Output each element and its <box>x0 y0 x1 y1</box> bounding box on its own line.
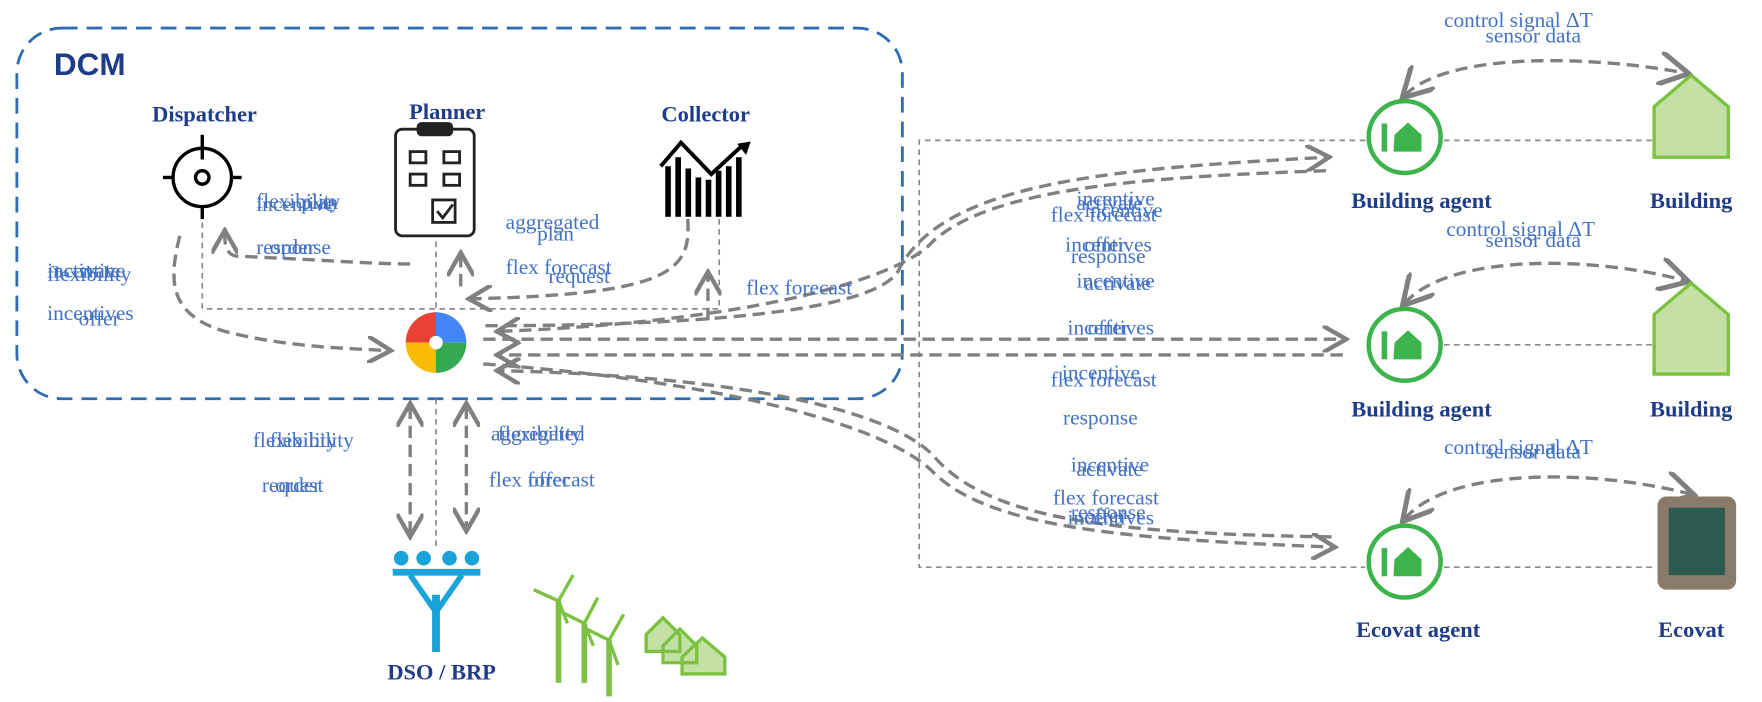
diagram: DCM Dispatcher Planner Collector DSO / B… <box>0 0 1762 702</box>
dispatcher-icon <box>163 135 242 219</box>
edge-label: response <box>1071 244 1146 268</box>
node-label: Collector <box>661 101 750 126</box>
node-label: Ecovat <box>1658 617 1725 642</box>
edge-label: offer <box>1084 503 1125 527</box>
node-label: Building <box>1650 188 1732 213</box>
edge-label: plan <box>301 190 338 214</box>
node-label: Planner <box>409 99 485 124</box>
collector-icon <box>661 142 751 217</box>
renewables-icon <box>534 575 725 696</box>
edge-label: flexibility <box>270 428 354 452</box>
edge-label: flex forecast <box>1051 367 1157 391</box>
group-title: DCM <box>54 47 126 82</box>
node-label: Dispatcher <box>152 101 257 126</box>
ecovat-icon <box>1657 496 1736 589</box>
edge-label: activate <box>1077 457 1143 481</box>
edge-label: sensor data <box>1486 24 1582 48</box>
edge-label: offer <box>528 467 569 491</box>
dso-icon <box>393 551 480 651</box>
edge-label: flex forecast <box>746 275 852 299</box>
edge-label: flexibility <box>498 421 582 445</box>
edge-label: response <box>1063 406 1138 430</box>
building-icons <box>1654 75 1728 374</box>
edge-label: sensor data <box>1486 228 1582 252</box>
node-label: Ecovat agent <box>1356 617 1481 642</box>
edge-label: plan <box>537 221 574 245</box>
edge-label: request <box>548 264 610 288</box>
agent-icons <box>1369 101 1441 597</box>
puzzle-icon <box>406 312 467 373</box>
edge-label: activate <box>1084 271 1150 295</box>
node-label: Building <box>1650 397 1732 422</box>
node-label: Building agent <box>1351 188 1492 213</box>
edge-label: order <box>275 473 320 497</box>
edge-label: offer <box>79 307 120 331</box>
edge-label: flex forecast <box>1051 202 1157 226</box>
planner-icon <box>396 124 475 236</box>
node-label: DSO / BRP <box>387 660 496 685</box>
edge-labels: flexibilityincentiveplanresponseorderinc… <box>47 8 1595 530</box>
node-label: Building agent <box>1351 397 1492 422</box>
edge-label: order <box>270 235 315 259</box>
edge-label: flexibility <box>47 262 131 286</box>
edge-label: sensor data <box>1486 439 1582 463</box>
edge-label: offer <box>1088 316 1129 340</box>
